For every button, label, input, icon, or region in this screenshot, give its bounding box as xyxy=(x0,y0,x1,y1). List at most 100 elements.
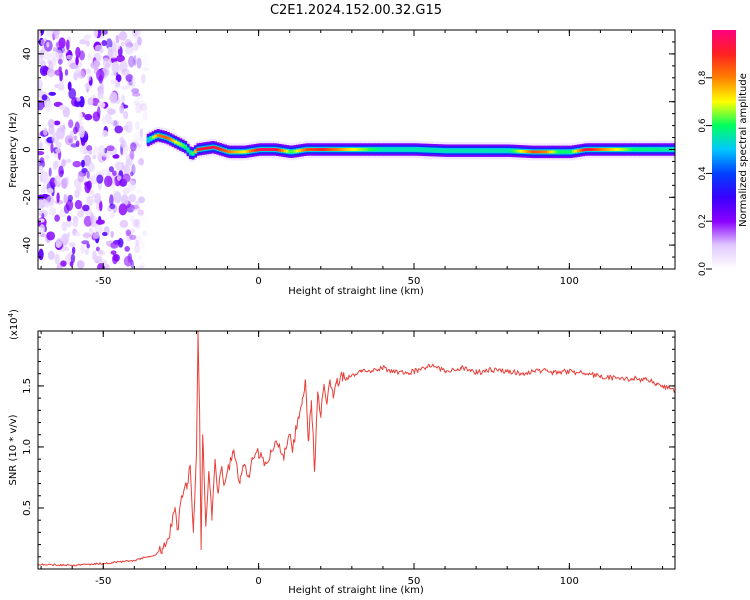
ridge-core xyxy=(489,149,493,153)
ridge-core xyxy=(380,148,384,151)
noise-blob xyxy=(128,194,137,203)
ridge-core xyxy=(532,150,536,154)
noise-blob xyxy=(75,56,79,66)
ridge-core xyxy=(295,149,299,153)
x-tick-label: 0 xyxy=(255,276,261,287)
ridge-core xyxy=(325,148,329,151)
noise-blob xyxy=(46,30,54,38)
noise-blob xyxy=(70,253,76,264)
noise-blob xyxy=(137,117,145,126)
ridge-core xyxy=(586,148,590,151)
ridge-core xyxy=(300,148,304,152)
snr-y-axis-label: SNR (10 * v/v) xyxy=(8,414,19,485)
noise-blob xyxy=(61,233,70,246)
colorbar-label: Normalized spectral amplitude xyxy=(738,73,749,227)
spectrogram-panel: -50 0 50 100 -40 -20 0 20 40 Height of straight… xyxy=(8,29,676,297)
noise-blob xyxy=(87,162,95,173)
ridge-core xyxy=(323,148,327,151)
noise-blob xyxy=(92,173,97,182)
noise-blob xyxy=(116,54,125,63)
noise-blob xyxy=(73,71,79,81)
noise-blob xyxy=(139,212,144,222)
ridge-core xyxy=(151,135,155,139)
ridge-core xyxy=(447,149,451,153)
noise-blob xyxy=(48,207,57,216)
ridge-core xyxy=(514,149,518,153)
noise-blob xyxy=(84,113,93,121)
noise-blob xyxy=(101,130,109,138)
ridge-core xyxy=(310,148,314,151)
noise-blob xyxy=(119,219,129,229)
ridge-core xyxy=(579,148,583,152)
snr-series-line xyxy=(38,331,675,567)
ridge-core xyxy=(412,148,416,151)
x-tick-label: 50 xyxy=(408,276,421,287)
ridge-core xyxy=(467,149,471,153)
noise-blob xyxy=(130,171,134,177)
y-tick-label: -40 xyxy=(22,237,33,253)
ridge-core xyxy=(375,148,379,151)
noise-blob xyxy=(82,204,90,212)
ridge-core xyxy=(253,148,257,152)
noise-blob xyxy=(142,168,150,178)
ridge-core xyxy=(596,148,600,151)
ridge-core xyxy=(601,148,605,151)
noise-blob xyxy=(131,76,136,87)
ridge-core xyxy=(492,149,496,153)
ridge-core xyxy=(621,148,625,151)
snr-panel: -50 0 50 100 0.5 1.0 1.5 Height of straight l… xyxy=(7,309,676,596)
noise-blob xyxy=(135,92,144,100)
noise-blob xyxy=(48,61,54,74)
noise-blob xyxy=(131,204,140,210)
noise-blob xyxy=(83,215,93,227)
noise-blob xyxy=(114,84,121,89)
ridge-core xyxy=(604,148,608,151)
noise-blob xyxy=(107,47,113,59)
ridge-core xyxy=(554,150,558,154)
ridge-core xyxy=(474,149,478,153)
ridge-core xyxy=(208,146,212,150)
noise-blob xyxy=(118,203,128,216)
ridge-core xyxy=(663,148,667,151)
noise-blob xyxy=(52,46,59,53)
ridge-core xyxy=(574,149,578,153)
ridge-core xyxy=(285,149,290,153)
noise-blob xyxy=(73,126,78,135)
ridge-core xyxy=(280,149,285,152)
ridge-core xyxy=(350,148,354,151)
noise-blob xyxy=(121,85,130,90)
noise-blob xyxy=(98,250,104,255)
ridge-core xyxy=(534,150,538,154)
noise-blob xyxy=(76,97,81,102)
noise-blob xyxy=(63,194,68,204)
ridge-core xyxy=(171,139,175,143)
noise-blob xyxy=(66,219,72,228)
noise-blob xyxy=(94,224,103,236)
noise-blob xyxy=(38,99,45,111)
ridge-core xyxy=(303,148,307,152)
ridge-core xyxy=(189,151,193,155)
noise-blob xyxy=(125,73,134,82)
ridge-core xyxy=(636,148,640,151)
noise-blob xyxy=(123,255,133,267)
colorbar-tick-label: 0.6 xyxy=(698,118,708,133)
ridge-core xyxy=(335,148,339,151)
noise-blob xyxy=(101,115,106,125)
noise-blob xyxy=(125,159,130,167)
noise-blob xyxy=(54,214,60,222)
ridge-core xyxy=(584,148,588,152)
ridge-core xyxy=(377,148,382,151)
ridge-core xyxy=(390,148,394,151)
noise-blob xyxy=(46,41,50,48)
ridge-core xyxy=(529,150,533,154)
noise-blob xyxy=(130,228,135,234)
ridge-core xyxy=(263,148,267,151)
ridge-core xyxy=(318,148,322,151)
noise-blob xyxy=(122,145,128,158)
noise-blob xyxy=(124,246,130,252)
ridge-core xyxy=(522,149,526,153)
noise-blob xyxy=(121,41,125,47)
noise-blob xyxy=(86,243,91,249)
noise-blob xyxy=(112,154,120,159)
noise-blob xyxy=(42,184,47,193)
